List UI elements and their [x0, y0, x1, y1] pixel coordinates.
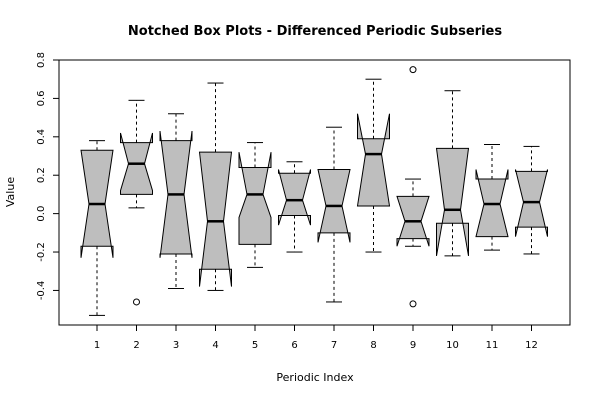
y-axis-label: Value	[4, 177, 17, 207]
box-series	[80, 66, 548, 316]
x-tick-label: 9	[410, 340, 416, 351]
box-8	[356, 78, 391, 253]
y-axis: -0.4 -0.2 0.0 0.2 0.4 0.6 0.8	[36, 52, 60, 301]
x-tick-label: 3	[173, 340, 179, 351]
notched-box	[238, 152, 272, 245]
x-tick-label: 11	[486, 340, 499, 351]
x-axis-label: Periodic Index	[276, 371, 354, 384]
box-12	[515, 145, 548, 255]
box-11	[475, 143, 509, 251]
notched-box	[198, 151, 233, 287]
y-tick-label: -0.2	[36, 242, 47, 262]
chart-title: Notched Box Plots - Differenced Periodic…	[128, 24, 502, 39]
y-tick-label: -0.4	[36, 281, 47, 301]
box-10	[435, 90, 470, 257]
x-tick-label: 6	[291, 340, 297, 351]
box-1	[80, 140, 114, 316]
x-tick-label: 1	[94, 340, 100, 351]
x-tick-label: 2	[133, 340, 139, 351]
x-tick-label: 7	[331, 340, 337, 351]
x-tick-label: 12	[525, 340, 538, 351]
x-axis: 1 2 3 4 5 6 7 8 9 10 11 12	[94, 324, 538, 351]
notched-box	[356, 113, 391, 207]
outlier-point	[409, 300, 417, 308]
box-3	[159, 113, 193, 290]
outlier-point	[409, 66, 417, 74]
notched-box	[278, 169, 311, 226]
box-9	[396, 66, 430, 308]
outlier-point	[133, 298, 140, 306]
notched-box	[435, 147, 470, 256]
box-7	[317, 126, 351, 303]
box-4	[198, 82, 233, 291]
x-tick-label: 8	[370, 340, 376, 351]
y-tick-label: 0.0	[36, 206, 47, 222]
x-tick-label: 4	[212, 340, 218, 351]
x-tick-label: 10	[446, 340, 459, 351]
box-6	[278, 161, 311, 253]
box-2	[120, 99, 153, 306]
y-tick-label: 0.8	[36, 52, 47, 68]
y-tick-label: 0.2	[36, 167, 47, 183]
y-tick-label: 0.6	[36, 90, 47, 106]
box-5	[238, 142, 272, 268]
x-tick-label: 5	[252, 340, 258, 351]
y-tick-label: 0.4	[36, 129, 47, 145]
